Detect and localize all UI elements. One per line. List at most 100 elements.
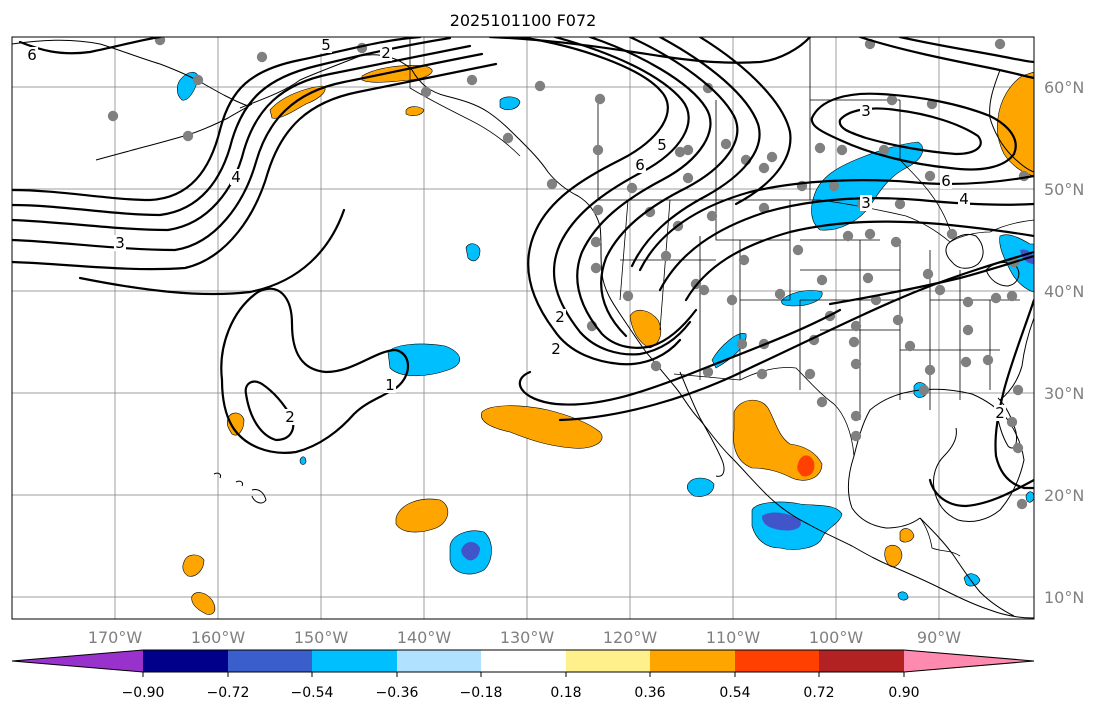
contour-east-8 — [828, 254, 1034, 306]
colorbar-segment — [735, 650, 819, 672]
coast-mexico-gulf — [847, 455, 921, 529]
fill-neg-central-am-2 — [897, 591, 909, 601]
lon-tick-label: 120°W — [603, 628, 658, 647]
contour-trough-2 — [518, 37, 682, 366]
colorbar: −0.90 −0.72 −0.54 −0.36 −0.18 0.18 0.36 0.54 0.7… — [11, 649, 1035, 701]
fill-neg-hawaii-tiny — [299, 456, 307, 465]
station-dot — [850, 410, 862, 422]
fill-neg-strong-pacific-low — [461, 542, 480, 561]
station-dot — [660, 250, 672, 262]
fill-pos-guatemala — [899, 528, 915, 543]
figure-title: 2025101100 F072 — [450, 11, 597, 30]
contour-label: 2 — [285, 408, 295, 426]
contour-pacific-low-1 — [220, 287, 410, 454]
station-dot — [1006, 290, 1018, 302]
contour-label-bg — [26, 47, 38, 63]
lat-tick-label: 50°N — [1044, 180, 1084, 199]
contour-label: 1 — [385, 376, 395, 394]
station-dot — [828, 180, 840, 192]
contour-label: 5 — [321, 36, 331, 54]
station-dot — [1012, 442, 1024, 454]
station-dot — [702, 366, 714, 378]
contour-west-3 — [12, 44, 472, 232]
station-dot — [922, 268, 934, 280]
contour-west-1 — [12, 37, 422, 202]
colorbar-segment — [650, 650, 735, 672]
fill-pos-pacific-low — [395, 498, 449, 533]
contour-canada-low-1 — [810, 92, 1017, 171]
station-dot — [592, 204, 604, 216]
station-dot — [962, 296, 974, 308]
colorbar-segment — [228, 650, 312, 672]
station-dot — [420, 86, 432, 98]
contour-label: 3 — [861, 102, 871, 120]
station-dot — [644, 206, 656, 218]
fill-neg-pacific-mid — [387, 343, 460, 377]
contour-label: 4 — [231, 168, 241, 186]
coast-hawaii — [213, 472, 267, 504]
contour-east-5 — [898, 37, 1034, 64]
coast-north-america-west — [239, 54, 1034, 619]
contour-east-ridge-3 — [684, 220, 1034, 302]
colorbar-segment — [481, 650, 566, 672]
station-dot — [892, 314, 904, 326]
contour-trough-7 — [698, 37, 792, 206]
contour-east-7 — [928, 478, 1034, 508]
coast-central-america — [919, 517, 1015, 617]
contour-west-7 — [78, 208, 346, 296]
lon-tick-label: 170°W — [88, 628, 143, 647]
colorbar-tick-label: −0.36 — [376, 685, 419, 701]
contour-label-bg — [114, 235, 126, 251]
coast-east-us — [999, 317, 1034, 401]
station-dot — [590, 262, 602, 274]
colorbar-segment — [397, 650, 481, 672]
lat-tick-label: 10°N — [1044, 588, 1084, 607]
contour-label-bg — [550, 341, 562, 357]
station-dot — [946, 228, 958, 240]
station-dot — [726, 294, 738, 306]
contour-label: 2 — [381, 44, 391, 62]
station-dot — [738, 254, 750, 266]
contour-label: 6 — [941, 172, 951, 190]
station-dot — [682, 172, 694, 184]
contour-label-bg — [860, 195, 872, 211]
contour-label-bg — [554, 309, 566, 325]
station-dot — [816, 274, 828, 286]
fill-neg-small-bc — [499, 96, 521, 111]
fill-neg-atlantic-se — [1025, 491, 1034, 503]
lon-tick-label: 110°W — [706, 628, 761, 647]
station-dot — [850, 430, 862, 442]
station-dot — [890, 236, 902, 248]
fill-neg-strong-mexico-south — [762, 512, 801, 531]
lon-tick-label: 150°W — [294, 628, 349, 647]
contour-label: 3 — [115, 234, 125, 252]
station-dot — [886, 94, 898, 106]
station-dot — [842, 230, 854, 242]
station-dot — [994, 38, 1006, 50]
station-dot — [774, 288, 786, 300]
station-dot — [650, 360, 662, 372]
fill-pos-gulf-alaska — [269, 85, 326, 119]
station-dot — [962, 324, 974, 336]
station-dot — [848, 336, 860, 348]
station-dot — [894, 198, 906, 210]
contour-label-bg — [860, 103, 872, 119]
contour-label-bg — [230, 169, 242, 185]
contour-east-ridge-2 — [658, 197, 1034, 292]
contour-trough-9 — [558, 250, 1034, 422]
colorbar-segment — [143, 650, 228, 672]
contour-trough-1 — [488, 37, 812, 64]
fill-pos-california — [629, 309, 662, 349]
fill-pos-small-ak — [405, 106, 425, 116]
fill-neg-pacific-small — [465, 243, 481, 262]
contour-label: 3 — [861, 194, 871, 212]
colorbar-segment — [312, 650, 397, 672]
contour-trough-4 — [576, 37, 712, 349]
station-dot — [864, 228, 876, 240]
lat-tick-label: 30°N — [1044, 384, 1084, 403]
station-dot — [758, 162, 770, 174]
station-dot — [622, 290, 634, 302]
lat-tick-label: 20°N — [1044, 486, 1084, 505]
lon-tick-label: 90°W — [917, 628, 961, 647]
map-frame — [11, 36, 1035, 620]
